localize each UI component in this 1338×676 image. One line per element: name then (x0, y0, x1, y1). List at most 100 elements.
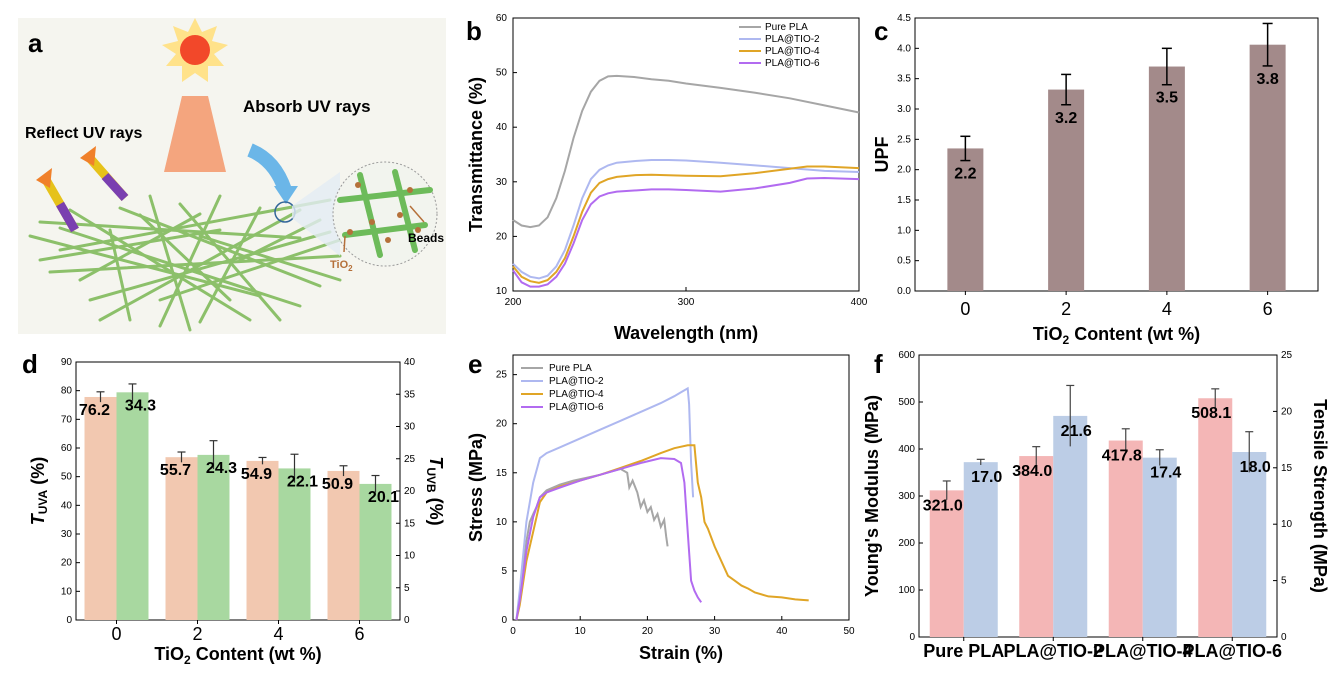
chart-d-data-label: 55.7 (160, 462, 191, 479)
chart-d-xtick-label: 0 (111, 624, 121, 644)
chart-d-bar-uvb (116, 392, 149, 620)
chart-d-ytick-right-label: 25 (404, 454, 416, 465)
chart-b-legend-label: PLA@TIO-4 (765, 46, 820, 57)
chart-d-ylabel-right-rest: (%) (426, 493, 446, 526)
beads-label: Beads (408, 231, 444, 245)
fiber-3 (88, 230, 332, 302)
chart-d-bar-uvb (197, 454, 230, 620)
chart-f-data-label: 17.4 (1150, 465, 1181, 482)
chart-f-ytick-left-label: 600 (898, 350, 915, 361)
chart-b-ytick-label: 60 (496, 13, 508, 24)
panel-e-label: e (468, 349, 482, 379)
chart-b-ytick-label: 40 (496, 122, 508, 133)
chart-f-bar-0 (1108, 440, 1143, 637)
fiber-11 (198, 206, 262, 324)
chart-d-xlabel-rest: Content (wt %) (191, 644, 322, 664)
chart-f-ytick-left-label: 300 (898, 491, 915, 502)
chart-d-ytick-right-label: 35 (404, 389, 416, 400)
chart-f-ytick-right-label: 0 (1281, 632, 1287, 643)
chart-e-xtick-label: 40 (776, 626, 788, 637)
chart-d-ytick-left-label: 50 (61, 472, 73, 483)
chart-e-xtick-label: 10 (575, 626, 587, 637)
zoom-fibers (337, 169, 433, 258)
chart-f-bar-1 (1142, 457, 1177, 637)
chart-f-ytick-left-label: 200 (898, 538, 915, 549)
chart-b-ytick-label: 10 (496, 286, 508, 297)
chart-c-ytick-label: 0.0 (897, 286, 911, 297)
panel-d-label: d (22, 349, 38, 379)
chart-c-ytick-label: 2.0 (897, 165, 911, 176)
chart-c-ytick-label: 1.0 (897, 225, 911, 236)
chart-d-xtick-label: 6 (354, 624, 364, 644)
sun-icon (162, 18, 228, 82)
chart-c-xlabel: TiO2 Content (wt %) (1033, 324, 1200, 347)
tio2-beads (347, 182, 421, 243)
fiber-12 (38, 228, 222, 262)
chart-e-ylabel: Stress (MPa) (466, 433, 486, 542)
chart-f-bar-0 (1019, 456, 1054, 637)
chart-c-ylabel: UPF (872, 136, 892, 172)
tio2-pointer (343, 235, 346, 253)
chart-c-ytick-label: 3.0 (897, 104, 911, 115)
chart-d-ytick-left-label: 70 (61, 414, 73, 425)
chart-f-data-label: 384.0 (1012, 463, 1052, 480)
chart-f-bar-1 (963, 462, 998, 637)
chart-f-xtick-label: PLA@TIO-2 (1003, 641, 1103, 661)
chart-f-data-label: 18.0 (1240, 459, 1271, 476)
chart-c-bar (947, 148, 984, 291)
chart-c-ytick-label: 0.5 (897, 256, 911, 267)
chart-f-ytick-right-label: 10 (1281, 519, 1293, 530)
chart-d-ylabel-right-sub: UVB (424, 467, 438, 493)
chart-d-bar-uva (246, 460, 279, 620)
chart-b-ytick-label: 20 (496, 231, 508, 242)
chart-e-legend-label: PLA@TIO-6 (549, 402, 604, 413)
fiber-17 (158, 238, 342, 302)
chart-d-xlabel-main: TiO (154, 644, 184, 664)
chart-d-ytick-left-label: 40 (61, 500, 73, 511)
fiber-5 (118, 206, 322, 288)
chart-f-data-label: 21.6 (1061, 423, 1092, 440)
reflect-arrows (36, 146, 129, 233)
chart-f-ylabel-left: Young's Modulus (MPa) (862, 395, 882, 597)
chart-c-xlabel-rest: Content (wt %) (1069, 324, 1200, 344)
fiber-13 (198, 234, 342, 282)
chart-b-legend-label: Pure PLA (765, 22, 808, 33)
chart-b-legend-label: PLA@TIO-6 (765, 58, 820, 69)
chart-f-ytick-right-label: 15 (1281, 463, 1293, 474)
chart-e-ytick-label: 25 (496, 370, 508, 381)
reflect-label: Reflect UV rays (25, 125, 142, 142)
chart-b-series-line-3 (512, 176, 860, 288)
chart-c-ytick-label: 4.5 (897, 13, 911, 24)
panel-b-label: b (466, 16, 482, 46)
chart-d-ytick-right-label: 40 (404, 357, 416, 368)
chart-c-ytick-label: 4.0 (897, 43, 911, 54)
chart-d-ylabel-left-rest: (%) (28, 457, 48, 490)
chart-d-data-label: 20.1 (368, 489, 399, 506)
chart-e-xtick-label: 50 (843, 626, 855, 637)
chart-b-series-line-0 (512, 74, 860, 229)
chart-d-ytick-right-label: 5 (404, 583, 410, 594)
chart-c-xlabel-sub: 2 (1063, 333, 1070, 347)
chart-e-xtick-label: 0 (510, 626, 516, 637)
chart-d-ytick-left-label: 20 (61, 558, 73, 569)
chart-d-data-label: 54.9 (241, 466, 272, 483)
panel-e: 0 10 20 30 40 50 0 5 10 15 20 25 Pure PLA PLA@TIO-2 PL… (466, 349, 855, 663)
chart-d-ytick-right-label: 0 (404, 615, 410, 626)
fiber-18 (58, 226, 302, 308)
chart-d-ylabel-right: TUVB (%) (424, 456, 446, 525)
chart-f-data-label: 417.8 (1102, 448, 1142, 465)
chart-c-bar (1249, 44, 1286, 292)
chart-e-ytick-label: 5 (501, 566, 507, 577)
chart-f-ytick-left-label: 500 (898, 397, 915, 408)
chart-f-bar-1 (1053, 415, 1088, 637)
chart-e-xtick-label: 20 (642, 626, 654, 637)
chart-e-series-line-1 (515, 386, 695, 621)
chart-d-ylabel-left-main: T (28, 512, 48, 525)
chart-f-ytick-left-label: 100 (898, 585, 915, 596)
chart-e-series-line-2 (515, 444, 809, 621)
chart-f-data-label: 321.0 (923, 497, 963, 514)
chart-e-ytick-label: 0 (501, 615, 507, 626)
fiber-9 (98, 208, 302, 322)
chart-d-ytick-left-label: 60 (61, 443, 73, 454)
